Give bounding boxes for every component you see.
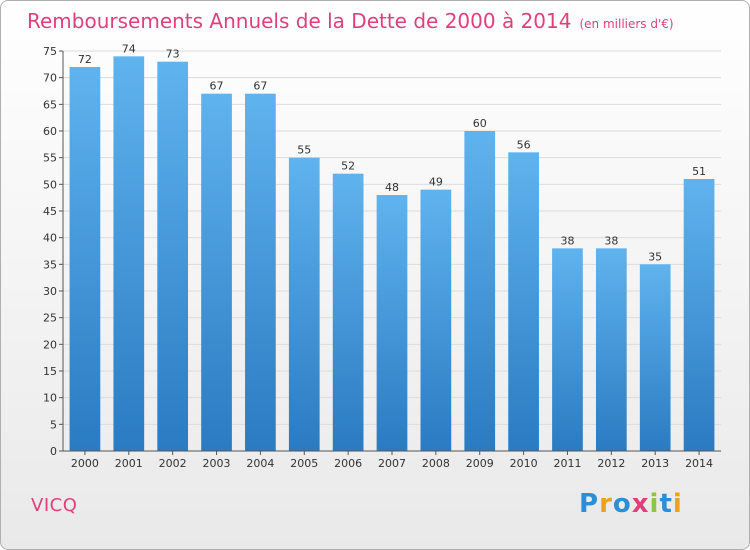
y-tick-label: 65 [43,98,57,111]
bar [420,189,452,451]
y-tick-label: 45 [43,205,57,218]
y-tick-label: 30 [43,285,57,298]
bar [288,157,320,451]
x-tick-label: 2010 [510,457,538,470]
bar [245,93,276,452]
bar [552,248,583,451]
x-tick-label: 2001 [115,457,143,470]
data-label: 72 [78,53,92,66]
bar [376,195,408,451]
y-tick-label: 20 [43,338,57,351]
y-tick-label: 5 [50,418,57,431]
bar [639,264,671,451]
x-axis: 2000 2001 2002 2003 2004 2005 2006 2007 2008 2009… [63,450,721,470]
y-tick-label: 75 [43,45,57,58]
data-label: 56 [517,138,531,151]
logo-letter: t [659,489,673,519]
data-label: 49 [429,176,443,189]
y-tick-label: 50 [43,178,57,191]
data-label: 55 [297,144,311,157]
x-tick-label: 2004 [246,457,274,470]
bar [69,67,101,451]
title-text: Remboursements Annuels de la Dette de 20… [27,9,572,33]
x-tick-label: 2014 [685,457,713,470]
bar [683,179,715,451]
data-label: 52 [341,160,355,173]
proxiti-logo: Proxiti [579,489,683,519]
bar [332,173,364,451]
data-label: 48 [385,181,399,194]
y-tick-label: 60 [43,125,57,138]
bars-group [69,56,715,452]
logo-letter: P [579,489,600,519]
y-tick-label: 25 [43,312,57,325]
bar [157,61,189,452]
x-tick-label: 2005 [290,457,318,470]
x-tick-label: 2002 [159,457,187,470]
y-tick-label: 10 [43,392,57,405]
x-tick-label: 2006 [334,457,362,470]
logo-letter: i [672,489,683,519]
bar [201,93,232,452]
unit-label: (en milliers d'€) [579,17,674,31]
data-label: 74 [122,42,136,55]
x-tick-label: 2012 [597,457,625,470]
x-tick-label: 2009 [466,457,494,470]
x-tick-label: 2003 [203,457,231,470]
bar [508,152,539,452]
data-label: 51 [692,165,706,178]
logo-letter: i [649,489,660,519]
bar [113,56,145,451]
logo-letter: x [631,489,650,519]
data-label: 60 [473,117,487,130]
x-tick-label: 2008 [422,457,450,470]
y-tick-label: 40 [43,232,57,245]
x-tick-label: 2011 [553,457,581,470]
data-label: 67 [210,80,224,93]
data-label: 35 [648,250,662,263]
commune-name: VICQ [31,495,78,516]
x-tick-label: 2000 [71,457,99,470]
data-label: 67 [253,80,267,93]
logo-letter: o [612,489,632,519]
logo-letter: r [599,489,613,519]
y-tick-label: 55 [43,152,57,165]
x-tick-label: 2013 [641,457,669,470]
y-tick-label: 70 [43,72,57,85]
y-axis: 0 5 10 15 20 25 30 35 40 45 50 55 60 65 70 75 [43,45,64,458]
y-tick-label: 35 [43,258,57,271]
y-tick-label: 15 [43,365,57,378]
data-label: 73 [166,48,180,61]
data-label: 38 [560,234,574,247]
data-label: 38 [604,234,618,247]
bar [595,248,627,451]
value-labels: 72 74 73 67 67 55 52 48 49 60 56 38 38 35 51 [78,42,706,263]
y-tick-label: 0 [50,445,57,458]
x-tick-label: 2007 [378,457,406,470]
bar [464,131,496,451]
chart-title: Remboursements Annuels de la Dette de 20… [27,9,674,33]
